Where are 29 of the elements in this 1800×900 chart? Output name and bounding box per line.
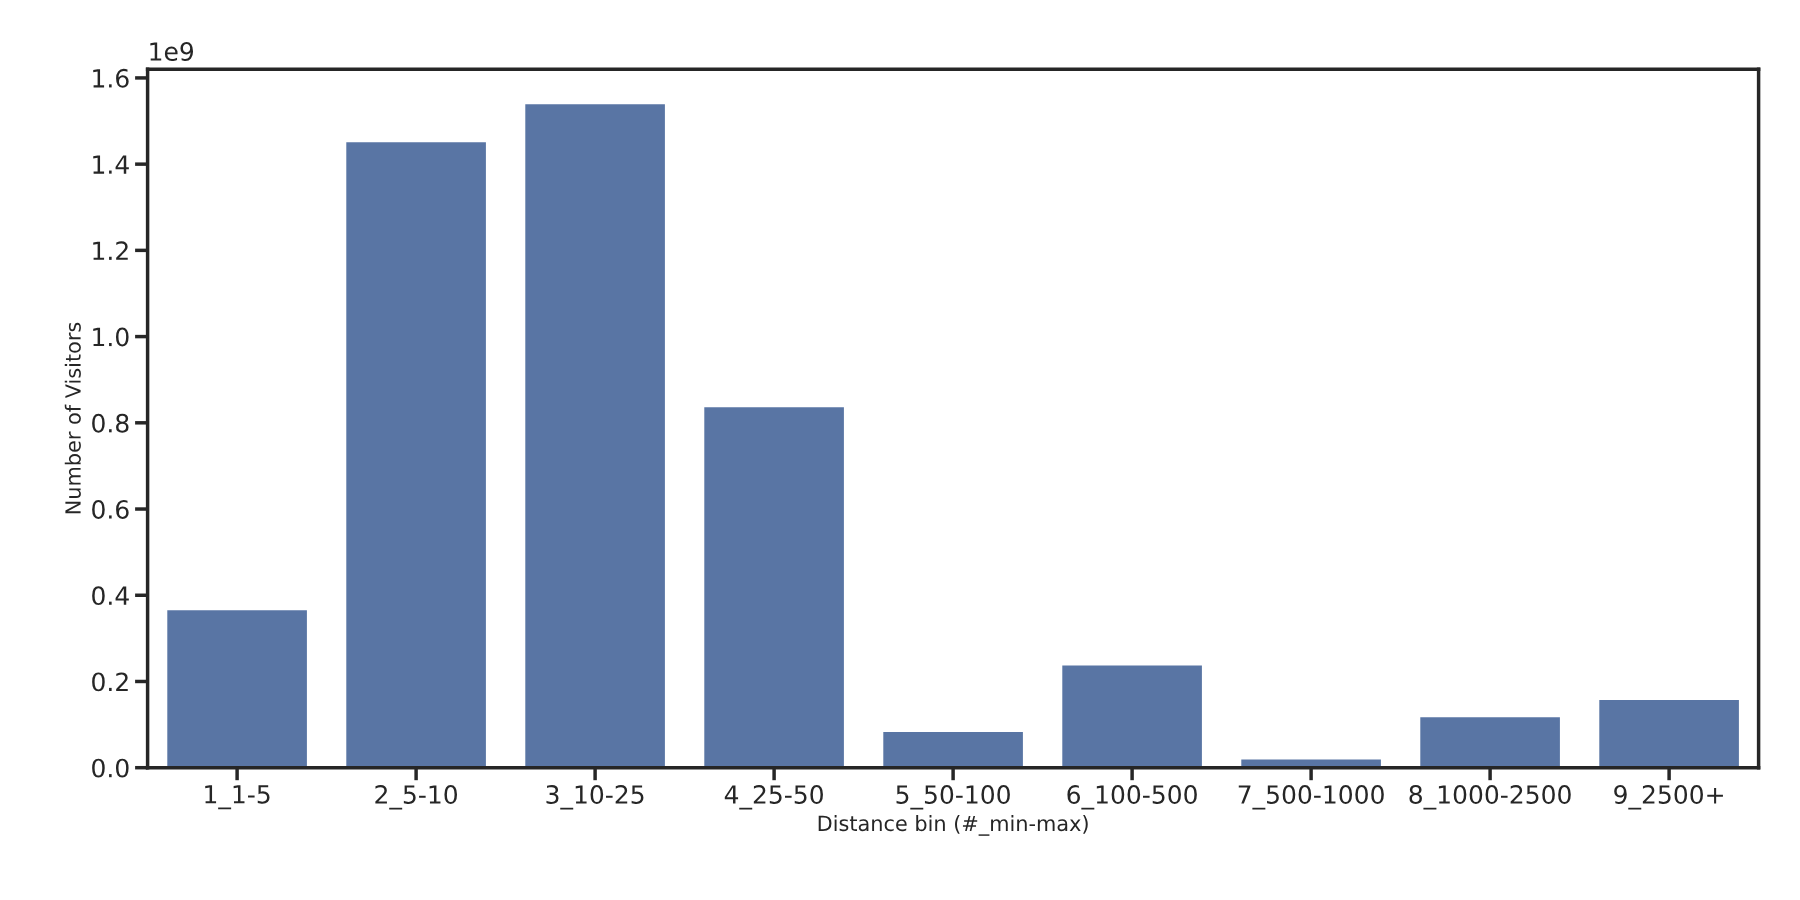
y-tick-label: 1.6: [93, 68, 129, 88]
text: 1e9: [150, 42, 194, 61]
x-tick-label: 6_100-500: [1067, 785, 1197, 810]
x-tick-label: 1_1-5: [205, 785, 270, 810]
x-tick-label: 4_25-50: [724, 785, 823, 810]
y-tick-label: 0.8: [92, 413, 129, 433]
y-tick-label: 1.4: [93, 155, 129, 174]
y-tick-label: 1.0: [93, 327, 129, 347]
bar: [1420, 717, 1560, 768]
x-tick-label: 2_5-10: [375, 785, 458, 810]
bar: [1599, 700, 1739, 768]
x-tick-label: 8_1000-2500: [1409, 785, 1571, 810]
x-tick-label: 9_2500+: [1614, 785, 1723, 810]
y-axis-title: Number of Visitors: [64, 322, 81, 514]
y-tick-label: 0.0: [92, 758, 129, 778]
x-tick-label: 3_10-25: [546, 785, 644, 810]
bar: [1062, 665, 1202, 768]
bar: [704, 407, 844, 768]
bar: [525, 104, 665, 768]
x-tick-label: 5_50-100: [896, 785, 1010, 810]
x-axis-title: Distance bin (#_min-max): [818, 815, 1088, 836]
y-tick-label: 0.6: [92, 499, 129, 519]
y-tick-label: 0.4: [92, 586, 129, 606]
bar: [883, 731, 1023, 768]
bar: [167, 610, 307, 768]
x-tick-label: 7_500-1000: [1238, 785, 1384, 810]
y-tick-label: 0.2: [92, 672, 128, 692]
bar: [346, 142, 486, 768]
y-tick-label: 1.2: [93, 241, 128, 260]
